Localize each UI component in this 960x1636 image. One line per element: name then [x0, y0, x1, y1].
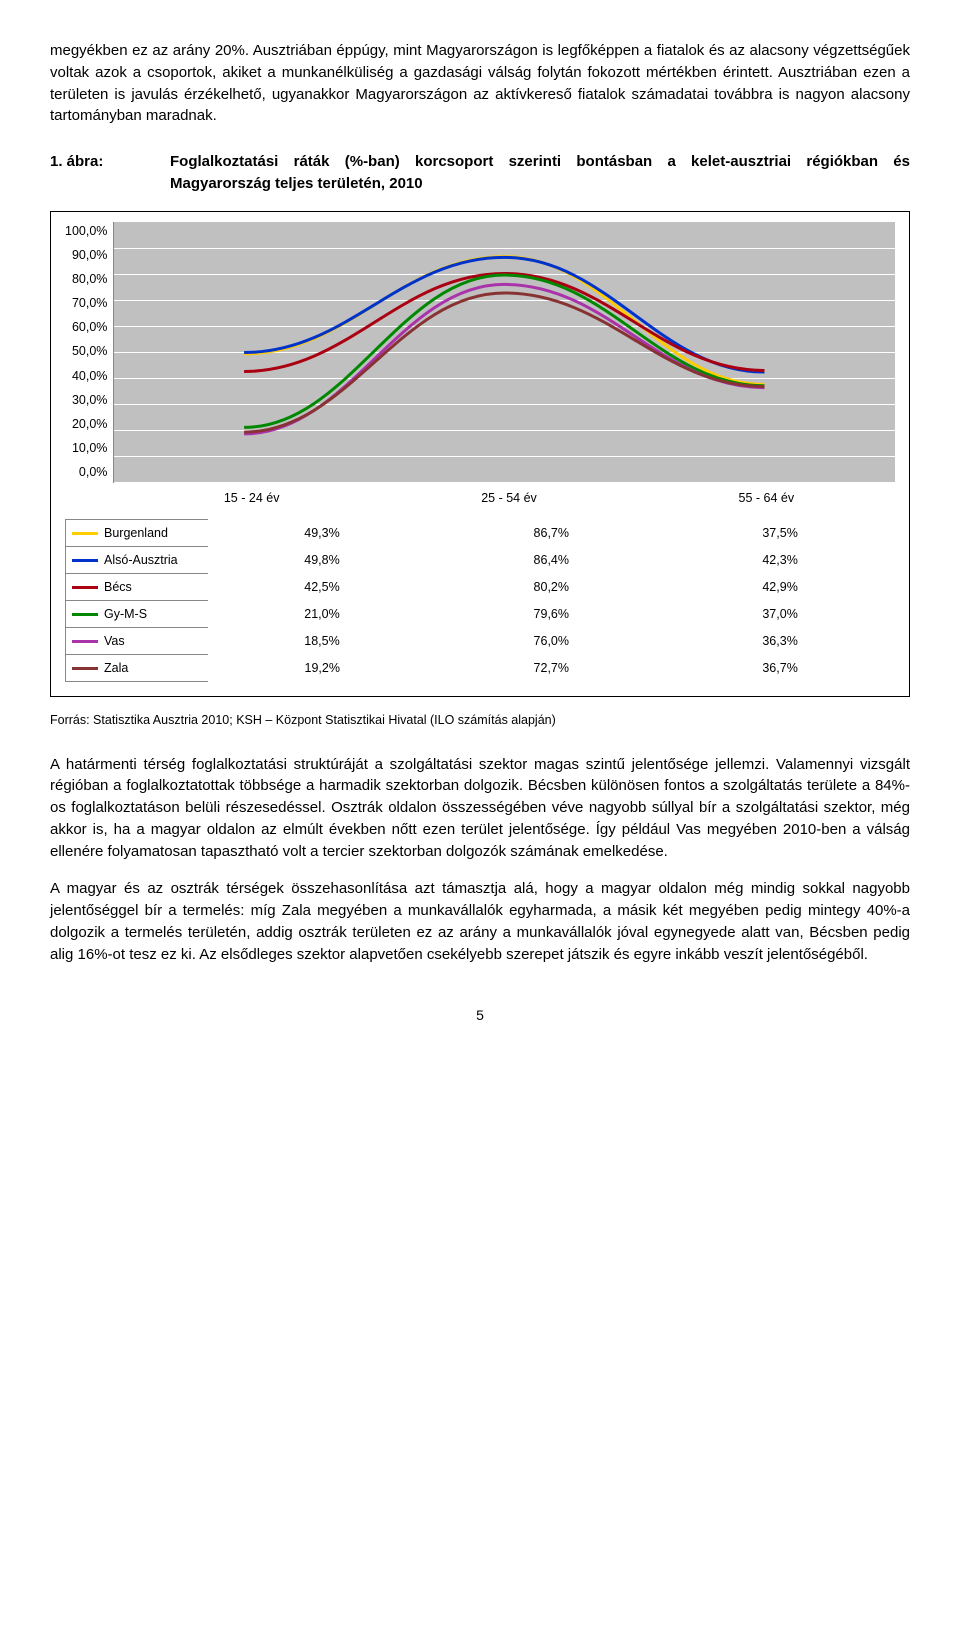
chart-source: Forrás: Statisztika Ausztria 2010; KSH –…	[50, 711, 910, 729]
figure-title: Foglalkoztatási ráták (%-ban) korcsoport…	[170, 151, 910, 195]
series-line	[245, 273, 765, 371]
y-tick-label: 60,0%	[72, 318, 107, 336]
page-number: 5	[50, 1005, 910, 1025]
y-tick-label: 30,0%	[72, 391, 107, 409]
data-cell: 86,4%	[437, 546, 666, 573]
legend-swatch	[72, 640, 98, 643]
paragraph-1: megyékben ez az arány 20%. Ausztriában é…	[50, 40, 910, 127]
table-row: Burgenland 49,3%86,7%37,5%	[66, 519, 895, 546]
data-cell: 36,3%	[666, 628, 895, 655]
data-cell: 49,3%	[208, 519, 437, 546]
data-cell: 72,7%	[437, 655, 666, 682]
legend-swatch	[72, 559, 98, 562]
chart-container: 100,0% 90,0% 80,0% 70,0% 60,0% 50,0% 40,0% 30,0…	[50, 211, 910, 698]
legend-label: Zala	[104, 661, 128, 675]
data-cell: 21,0%	[208, 601, 437, 628]
legend-swatch	[72, 532, 98, 535]
y-tick-label: 10,0%	[72, 439, 107, 457]
data-cell: 79,6%	[437, 601, 666, 628]
x-tick-label: 25 - 54 év	[380, 489, 637, 507]
chart-y-axis: 100,0% 90,0% 80,0% 70,0% 60,0% 50,0% 40,0% 30,0…	[65, 222, 113, 482]
legend-label: Gy-M-S	[104, 607, 147, 621]
data-cell: 37,5%	[666, 519, 895, 546]
y-tick-label: 0,0%	[79, 463, 108, 481]
data-cell: 36,7%	[666, 655, 895, 682]
y-tick-label: 70,0%	[72, 294, 107, 312]
legend-label: Bécs	[104, 580, 132, 594]
y-tick-label: 100,0%	[65, 222, 107, 240]
data-cell: 18,5%	[208, 628, 437, 655]
x-tick-label: 15 - 24 év	[123, 489, 380, 507]
paragraph-3: A magyar és az osztrák térségek összehas…	[50, 878, 910, 965]
table-row: Alsó-Ausztria 49,8%86,4%42,3%	[66, 546, 895, 573]
figure-caption: 1. ábra: Foglalkoztatási ráták (%-ban) k…	[50, 151, 910, 195]
paragraph-2: A határmenti térség foglalkoztatási stru…	[50, 754, 910, 863]
chart-plot-area	[113, 222, 895, 483]
chart-svg	[114, 222, 895, 482]
y-tick-label: 50,0%	[72, 342, 107, 360]
data-cell: 42,5%	[208, 573, 437, 600]
table-row: Gy-M-S 21,0%79,6%37,0%	[66, 601, 895, 628]
data-cell: 86,7%	[437, 519, 666, 546]
x-tick-label: 55 - 64 év	[638, 489, 895, 507]
y-tick-label: 90,0%	[72, 246, 107, 264]
data-cell: 42,3%	[666, 546, 895, 573]
data-cell: 42,9%	[666, 573, 895, 600]
legend-swatch	[72, 667, 98, 670]
legend-label: Alsó-Ausztria	[104, 553, 178, 567]
series-line	[245, 292, 765, 431]
figure-number: 1. ábra:	[50, 151, 170, 195]
legend-label: Burgenland	[104, 526, 168, 540]
legend-swatch	[72, 586, 98, 589]
data-cell: 76,0%	[437, 628, 666, 655]
table-row: Vas 18,5%76,0%36,3%	[66, 628, 895, 655]
table-row: Zala 19,2%72,7%36,7%	[66, 655, 895, 682]
chart-data-table: Burgenland 49,3%86,7%37,5% Alsó-Ausztria 49…	[65, 519, 895, 683]
chart-x-axis: 15 - 24 év25 - 54 év55 - 64 év	[123, 489, 895, 507]
data-cell: 19,2%	[208, 655, 437, 682]
legend-label: Vas	[104, 634, 125, 648]
y-tick-label: 80,0%	[72, 270, 107, 288]
y-tick-label: 20,0%	[72, 415, 107, 433]
data-cell: 49,8%	[208, 546, 437, 573]
data-cell: 37,0%	[666, 601, 895, 628]
table-row: Bécs 42,5%80,2%42,9%	[66, 573, 895, 600]
data-cell: 80,2%	[437, 573, 666, 600]
legend-swatch	[72, 613, 98, 616]
y-tick-label: 40,0%	[72, 367, 107, 385]
